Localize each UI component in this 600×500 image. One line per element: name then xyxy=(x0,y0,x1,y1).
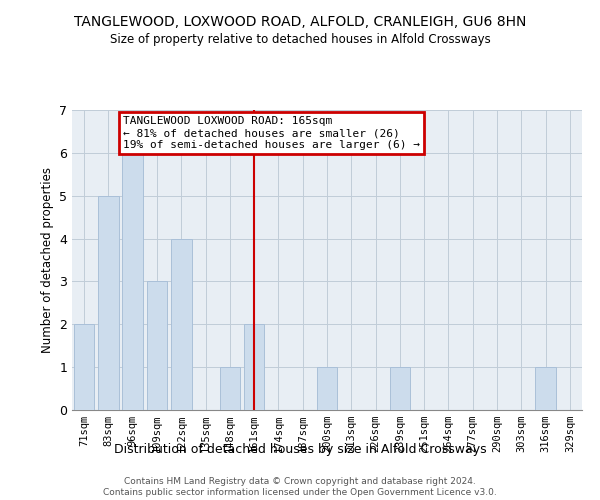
Y-axis label: Number of detached properties: Number of detached properties xyxy=(41,167,53,353)
Text: TANGLEWOOD LOXWOOD ROAD: 165sqm
← 81% of detached houses are smaller (26)
19% of: TANGLEWOOD LOXWOOD ROAD: 165sqm ← 81% of… xyxy=(123,116,420,150)
Bar xyxy=(317,367,337,410)
Bar xyxy=(98,196,119,410)
Bar xyxy=(171,238,191,410)
Bar xyxy=(535,367,556,410)
Text: TANGLEWOOD, LOXWOOD ROAD, ALFOLD, CRANLEIGH, GU6 8HN: TANGLEWOOD, LOXWOOD ROAD, ALFOLD, CRANLE… xyxy=(74,15,526,29)
Bar xyxy=(122,153,143,410)
Text: Contains HM Land Registry data © Crown copyright and database right 2024.
Contai: Contains HM Land Registry data © Crown c… xyxy=(103,478,497,497)
Text: Size of property relative to detached houses in Alfold Crossways: Size of property relative to detached ho… xyxy=(110,32,490,46)
Bar xyxy=(389,367,410,410)
Bar xyxy=(220,367,240,410)
Bar xyxy=(146,282,167,410)
Text: Distribution of detached houses by size in Alfold Crossways: Distribution of detached houses by size … xyxy=(113,442,487,456)
Bar xyxy=(244,324,265,410)
Bar xyxy=(74,324,94,410)
